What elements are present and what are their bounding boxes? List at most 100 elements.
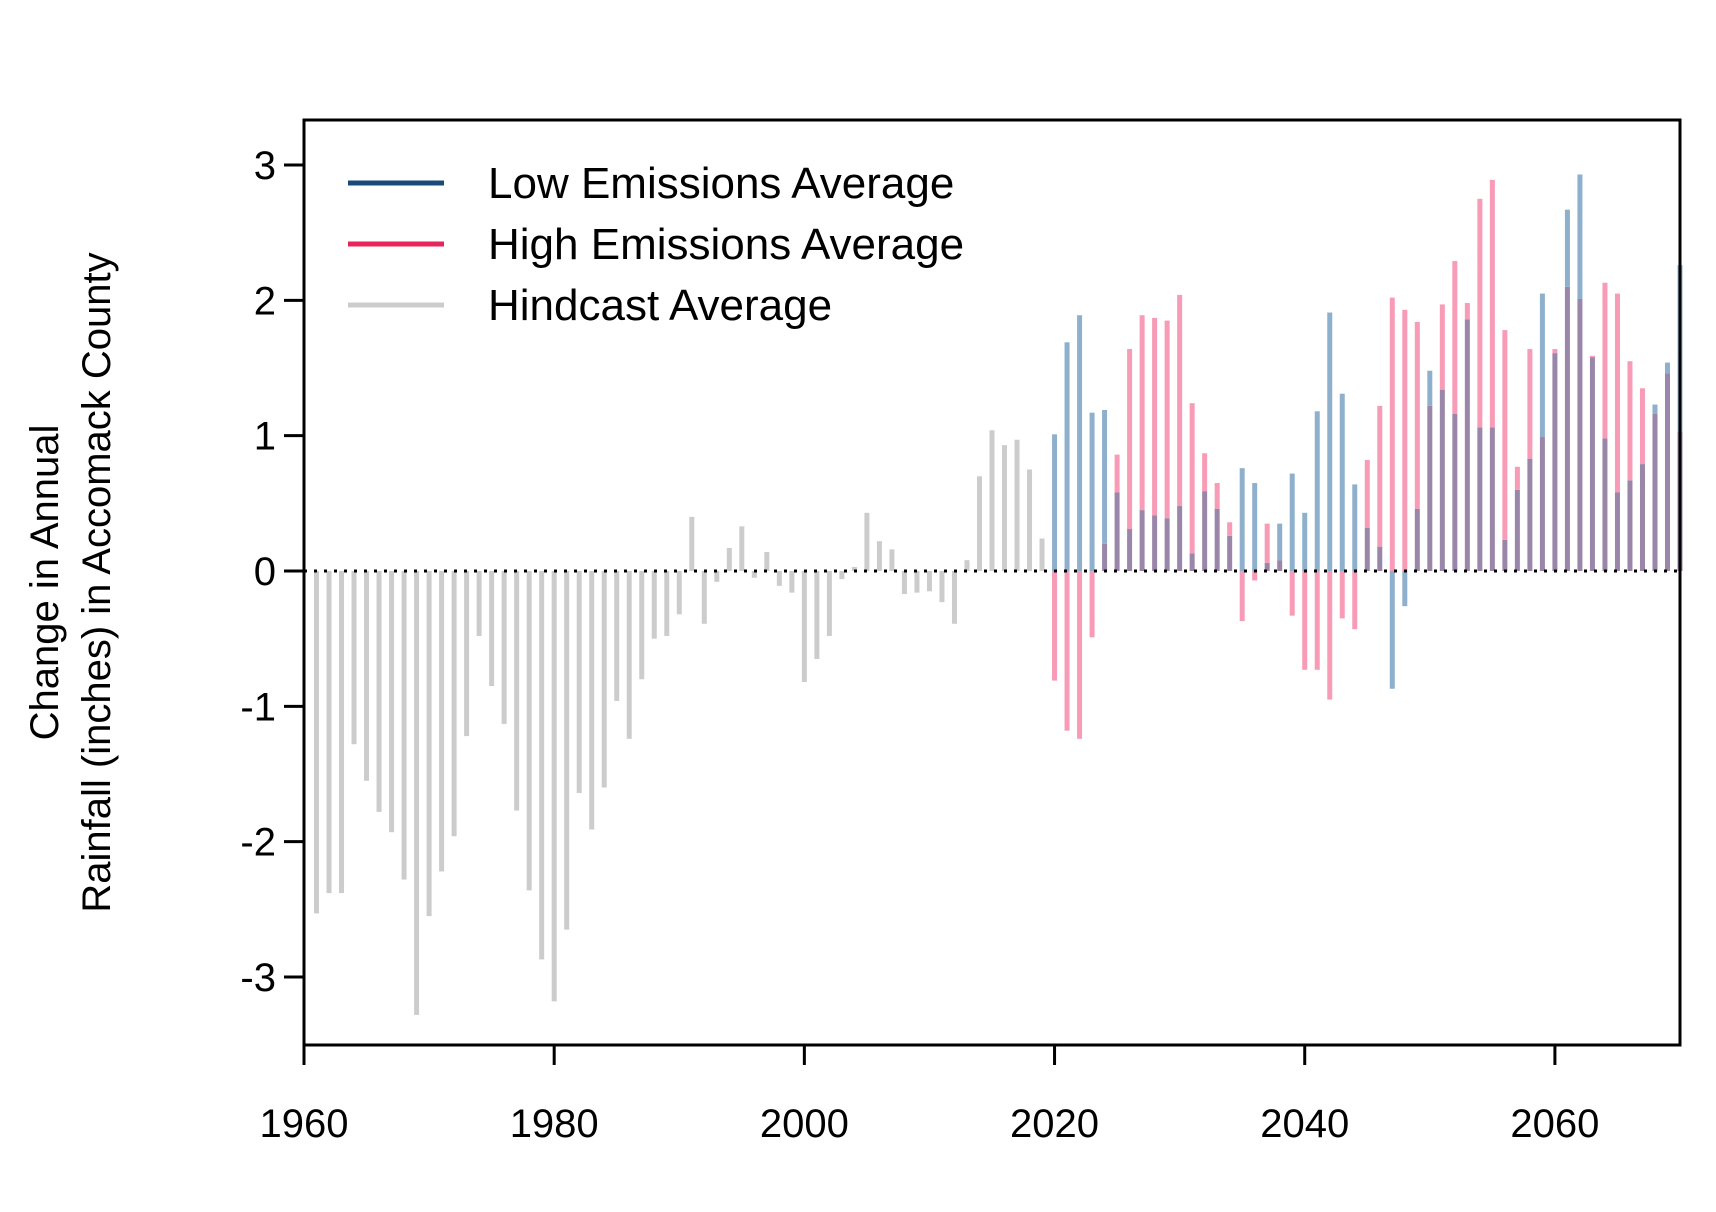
high-emissions-bar (1502, 330, 1508, 540)
hindcast-bar (851, 566, 857, 571)
high-emissions-bar (1127, 349, 1133, 530)
hindcast-bar (989, 430, 995, 571)
hindcast-bar (614, 571, 620, 701)
hindcast-bar (714, 571, 720, 582)
hindcast-bar (401, 571, 407, 880)
hindcast-bar (639, 571, 645, 680)
high-emissions-bar (1439, 304, 1445, 390)
hindcast-bar (326, 571, 332, 894)
high-emissions-bar (1402, 309, 1408, 571)
y-tick-label: -1 (240, 685, 276, 729)
overlap-bar (1577, 298, 1583, 571)
high-emissions-bar (1489, 179, 1495, 428)
overlap-bar (1164, 518, 1170, 571)
high-emissions-bar (1189, 403, 1195, 554)
high-emissions-bar (1052, 571, 1058, 681)
hindcast-bar (751, 571, 757, 578)
x-axis: 1960 1980 2000 2020 2040 2060 (260, 1043, 1680, 1146)
high-emissions-bar (1227, 522, 1233, 536)
low-emissions-bar (1389, 571, 1395, 689)
high-emissions-bar (1552, 349, 1558, 354)
high-emissions-bar (1314, 571, 1320, 670)
overlap-bar (1264, 562, 1270, 571)
overlap-bar (1227, 535, 1233, 571)
hindcast-bar (526, 571, 532, 891)
overlap-bar (1639, 464, 1645, 571)
overlap-bar (1502, 539, 1508, 571)
high-emissions-bar (1339, 571, 1345, 619)
hindcast-bar (439, 571, 445, 872)
high-emissions-bar (1077, 571, 1083, 739)
low-emissions-bar (1539, 293, 1545, 438)
x-tick-label: 1960 (260, 1102, 349, 1146)
overlap-bar (1602, 438, 1608, 571)
high-emissions-bar (1464, 303, 1470, 320)
hindcast-bar (939, 571, 945, 603)
hindcast-bar (789, 571, 795, 593)
overlap-bar (1552, 353, 1558, 571)
overlap-bar (1452, 414, 1458, 571)
x-tick-label: 1980 (510, 1102, 599, 1146)
high-emissions-bar (1114, 454, 1120, 493)
high-emissions-bar (1214, 483, 1220, 509)
y-axis-title-line: Change in Annual (23, 425, 67, 741)
low-emissions-bar (1052, 434, 1058, 571)
hindcast-bar (364, 571, 370, 781)
low-emissions-bar (1564, 209, 1570, 287)
hindcast-bar (339, 571, 345, 894)
overlap-bar (1139, 510, 1145, 571)
hindcast-bar (864, 512, 870, 571)
high-emissions-bar (1527, 349, 1533, 459)
overlap-bar (1189, 553, 1195, 571)
y-tick-label: -2 (240, 821, 276, 865)
hindcast-bar (689, 516, 695, 571)
low-emissions-bar (1652, 404, 1658, 415)
hindcast-bar (489, 571, 495, 687)
low-emissions-bar (1352, 484, 1358, 571)
y-axis: -3 -2 -1 0 1 2 3 (240, 144, 304, 1000)
hindcast-bar (601, 571, 607, 788)
x-tick-label: 2040 (1260, 1102, 1349, 1146)
hindcast-bar (964, 560, 970, 571)
hindcast-bar (901, 571, 907, 595)
hindcast-bar (1039, 538, 1045, 571)
overlap-bar (1414, 508, 1420, 571)
y-tick-label: -3 (240, 956, 276, 1000)
low-emissions-bar (1664, 362, 1670, 374)
low-emissions-bar (1402, 571, 1408, 607)
high-emissions-bar (1327, 571, 1333, 700)
hindcast-bar (839, 571, 845, 580)
high-emissions-bar (1239, 571, 1245, 622)
overlap-bar (1114, 492, 1120, 571)
legend-label: High Emissions Average (488, 220, 964, 269)
low-emissions-bar (1277, 523, 1283, 561)
overlap-bar (1377, 546, 1383, 571)
low-emissions-bar (1102, 409, 1108, 544)
high-emissions-bar (1389, 297, 1395, 571)
high-emissions-bar (1064, 571, 1070, 731)
hindcast-bar (539, 571, 545, 960)
hindcast-bar (739, 526, 745, 571)
high-emissions-bar (1264, 523, 1270, 563)
overlap-bar (1102, 543, 1108, 571)
low-emissions-bar (1252, 483, 1258, 571)
hindcast-bar (826, 571, 832, 636)
x-tick-label: 2000 (760, 1102, 849, 1146)
overlap-bar (1214, 508, 1220, 571)
hindcast-bar (651, 571, 657, 639)
high-emissions-bar (1164, 320, 1170, 519)
hindcast-bar (589, 571, 595, 830)
overlap-bar (1589, 357, 1595, 571)
low-emissions-bar (1089, 412, 1095, 571)
hindcast-bar (414, 571, 420, 1015)
hindcast-bar (389, 571, 395, 833)
high-emissions-bar (1252, 571, 1258, 581)
overlap-bar (1527, 458, 1533, 571)
overlap-bar (1664, 373, 1670, 571)
high-emissions-bar (1614, 293, 1620, 493)
high-emissions-bar (1639, 388, 1645, 465)
low-emissions-bar (1427, 370, 1433, 406)
hindcast-bar (801, 571, 807, 682)
y-axis-title: Change in Annual Rainfall (inches) in Acc… (23, 252, 119, 912)
